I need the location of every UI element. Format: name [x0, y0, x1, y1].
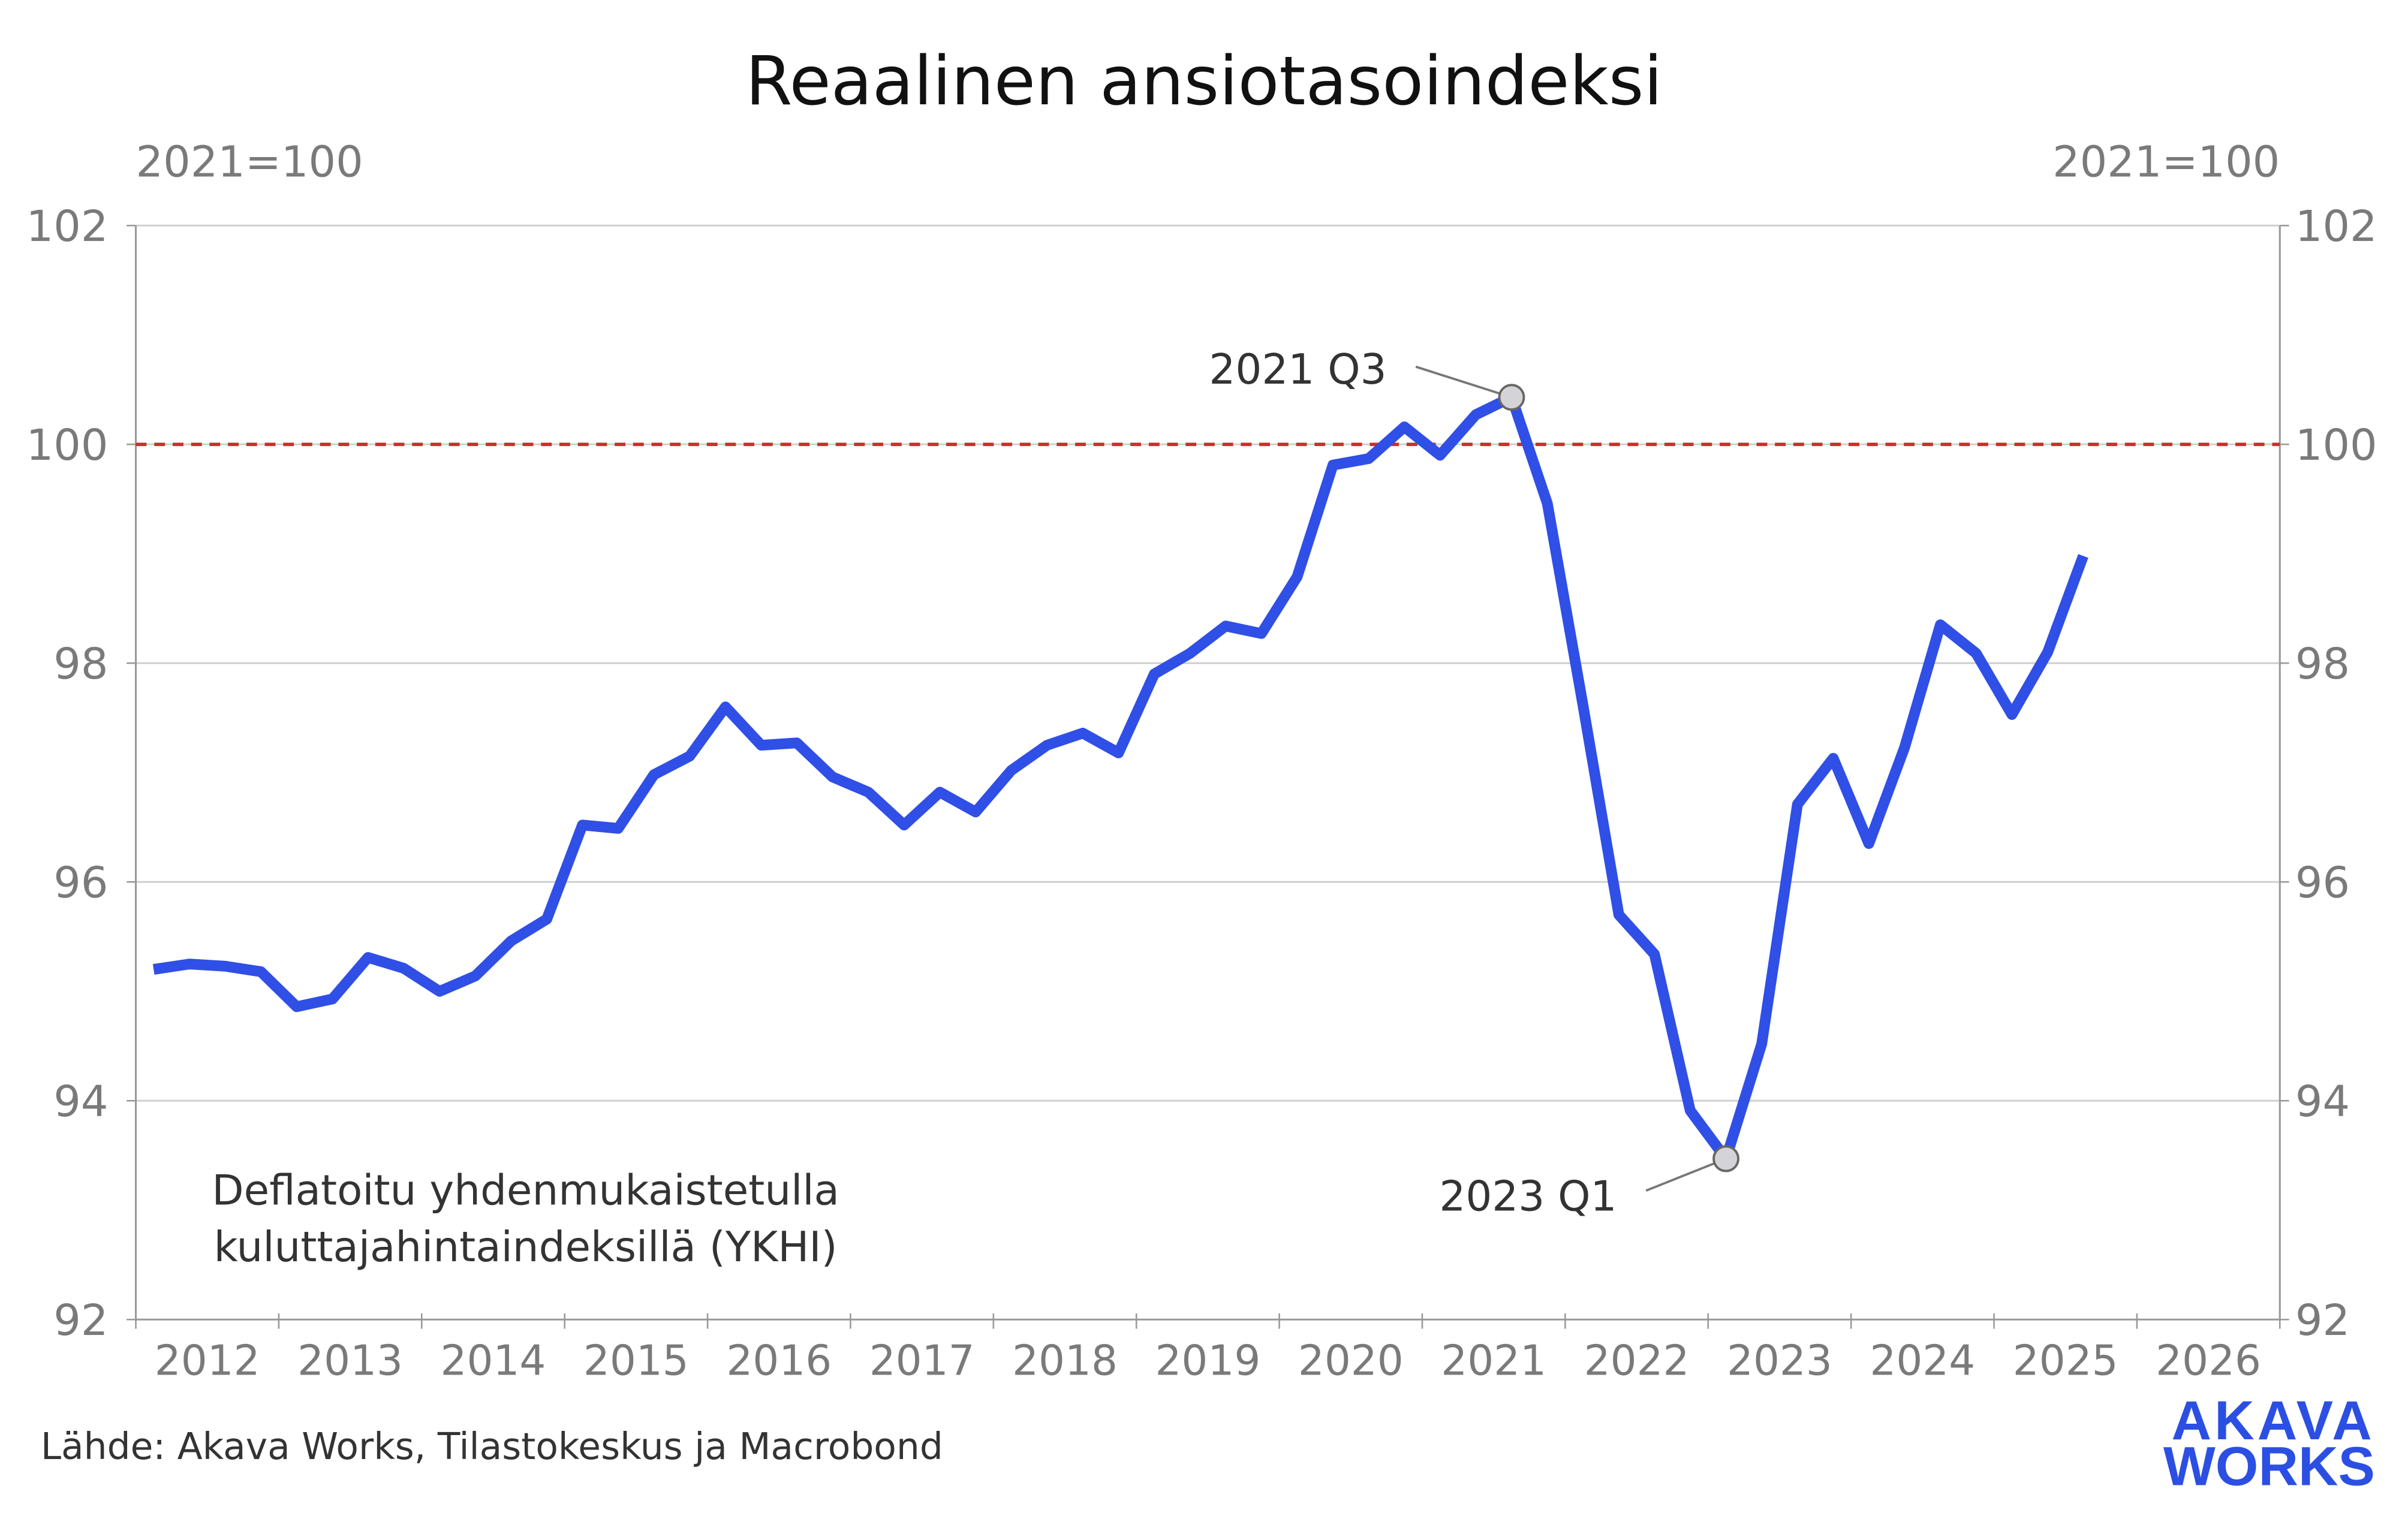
y-tick-label-left: 96: [53, 857, 108, 908]
y-tick-label-right: 92: [2295, 1295, 2350, 1345]
x-tick-label: 2020: [1298, 1337, 1404, 1385]
x-tick-label: 2021: [1441, 1337, 1546, 1385]
annotation-marker: [1712, 1145, 1739, 1173]
y-tick-label-right: 96: [2295, 857, 2350, 908]
x-tick-label: 2014: [441, 1337, 546, 1385]
y-axis-label-left: 2021=100: [136, 136, 363, 186]
x-tick-label: 2019: [1155, 1337, 1260, 1385]
x-tick-label: 2025: [2013, 1337, 2118, 1385]
akava-works-logo: AKAVA WORKS: [2163, 1390, 2375, 1497]
chart-title: Reaalinen ansiotasoindeksi: [745, 41, 1662, 120]
x-tick-label: 2022: [1584, 1337, 1690, 1385]
x-tick-label: 2013: [297, 1337, 403, 1385]
x-tick-label: 2026: [2156, 1337, 2261, 1385]
series-line: [152, 391, 2088, 1164]
x-tick-label: 2015: [583, 1337, 689, 1385]
y-axis-label-right: 2021=100: [2052, 136, 2280, 186]
annotation-leader: [1645, 1158, 1727, 1192]
y-tick-label-left: 98: [53, 638, 108, 689]
annotation-marker: [1498, 384, 1525, 411]
annotation-label: 2021 Q3: [1209, 346, 1386, 394]
x-tick-label: 2018: [1012, 1337, 1118, 1385]
gridlines: [136, 224, 2280, 1102]
logo-line-2: WORKS: [2163, 1436, 2375, 1497]
source-text: Lähde: Akava Works, Tilastokeskus ja Mac…: [41, 1425, 943, 1468]
y-tick-label-left: 100: [26, 420, 109, 470]
note-line-2: kuluttajahintaindeksillä (YKHI): [214, 1223, 838, 1271]
x-tick-label: 2024: [1870, 1337, 1975, 1385]
annotation-label: 2023 Q1: [1439, 1173, 1617, 1221]
y-tick-label-left: 92: [53, 1295, 108, 1345]
note-line-1: Deflatoitu yhdenmukaistetulla: [212, 1167, 839, 1214]
logo-line-1: AKAVA: [2171, 1390, 2375, 1451]
y-tick-label-right: 102: [2295, 201, 2377, 251]
axes: 92 92 94 94 96 96 98 98 100 100 102 102 2012 2013 2014…: [26, 201, 2377, 1385]
y-tick-label-left: 102: [26, 201, 109, 251]
y-tick-label-right: 98: [2295, 638, 2350, 689]
y-tick-label-right: 100: [2295, 420, 2377, 470]
x-tick-label: 2016: [726, 1337, 832, 1385]
annotation-leader: [1415, 365, 1512, 399]
x-tick-label: 2017: [869, 1337, 975, 1385]
x-tick-label: 2012: [155, 1337, 260, 1385]
annotations: 2021 Q3 2023 Q1: [1209, 346, 1739, 1221]
y-tick-label-right: 94: [2295, 1076, 2350, 1126]
y-tick-label-left: 94: [53, 1076, 108, 1126]
x-tick-label: 2023: [1727, 1337, 1832, 1385]
